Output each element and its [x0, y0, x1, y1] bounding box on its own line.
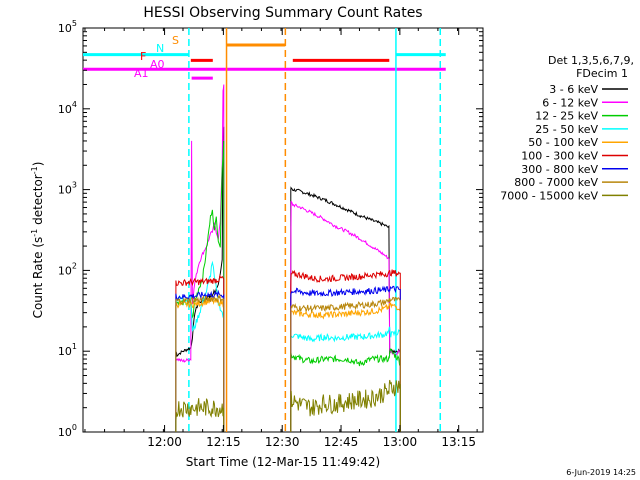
series-line	[175, 293, 225, 432]
legend-entry-label: 7000 - 15000 keV	[500, 189, 598, 202]
series-line	[175, 84, 225, 432]
y-tick-label: 100	[58, 423, 77, 439]
y-axis-label: Count Rate (s-1 detector-1)	[30, 162, 45, 319]
y-tick-label: 103	[58, 181, 77, 197]
y-tick-label: 104	[58, 100, 77, 116]
series-line	[290, 296, 401, 432]
legend-entry-label: 3 - 6 keV	[549, 83, 598, 96]
series-line	[290, 186, 401, 432]
legend-entry-label: 12 - 25 keV	[535, 110, 598, 123]
series-line	[290, 379, 401, 432]
x-axis-label: Start Time (12-Mar-15 11:49:42)	[186, 455, 380, 469]
series-line	[175, 273, 225, 432]
y-tick-label: 101	[58, 342, 77, 358]
series-line	[290, 285, 401, 432]
legend-entry-label: 300 - 800 keV	[521, 163, 598, 176]
legend-header-line1: Det 1,3,5,6,7,9,	[548, 54, 634, 67]
series-line	[290, 200, 401, 432]
x-ticks: 12:00 12:15 12:30 12:45 13:00 13:15	[84, 28, 478, 449]
legend-header-line2: FDecim 1	[576, 67, 628, 80]
y-ticks: 100 101 102 103 104 105	[58, 19, 483, 439]
y-tick-label: 102	[58, 261, 77, 277]
flag-label: F	[140, 50, 146, 63]
x-tick-label: 12:45	[324, 435, 359, 449]
legend-entry-label: 50 - 100 keV	[528, 136, 598, 149]
footer-date: 6-Jun-2019 14:25	[566, 468, 636, 477]
x-tick-label: 13:00	[383, 435, 418, 449]
series-line	[290, 326, 401, 432]
series-line	[290, 348, 401, 432]
series-group	[175, 84, 401, 432]
y-tick-label: 105	[58, 19, 77, 35]
series-line	[175, 140, 225, 432]
x-tick-label: 12:15	[206, 435, 241, 449]
legend-entry-label: 800 - 7000 keV	[514, 176, 598, 189]
x-tick-label: 12:00	[147, 435, 182, 449]
series-line	[290, 269, 401, 432]
x-tick-label: 13:15	[441, 435, 476, 449]
series-line	[175, 289, 225, 432]
chart-title: HESSI Observing Summary Count Rates	[143, 5, 422, 21]
flag-label: A1	[134, 67, 149, 80]
plot-area	[82, 27, 484, 433]
x-tick-label: 12:30	[265, 435, 300, 449]
flag-bars	[83, 43, 446, 80]
legend-entry-label: 100 - 300 keV	[521, 150, 598, 163]
flag-label: S	[172, 34, 179, 47]
series-line	[175, 398, 225, 432]
vertical-lines	[188, 28, 442, 432]
legend-entry-label: 6 - 12 keV	[542, 96, 598, 109]
flag-label: A0	[150, 58, 165, 71]
legend-entry-label: 25 - 50 keV	[535, 123, 598, 136]
flag-label: N	[156, 42, 164, 55]
series-line	[290, 302, 401, 432]
